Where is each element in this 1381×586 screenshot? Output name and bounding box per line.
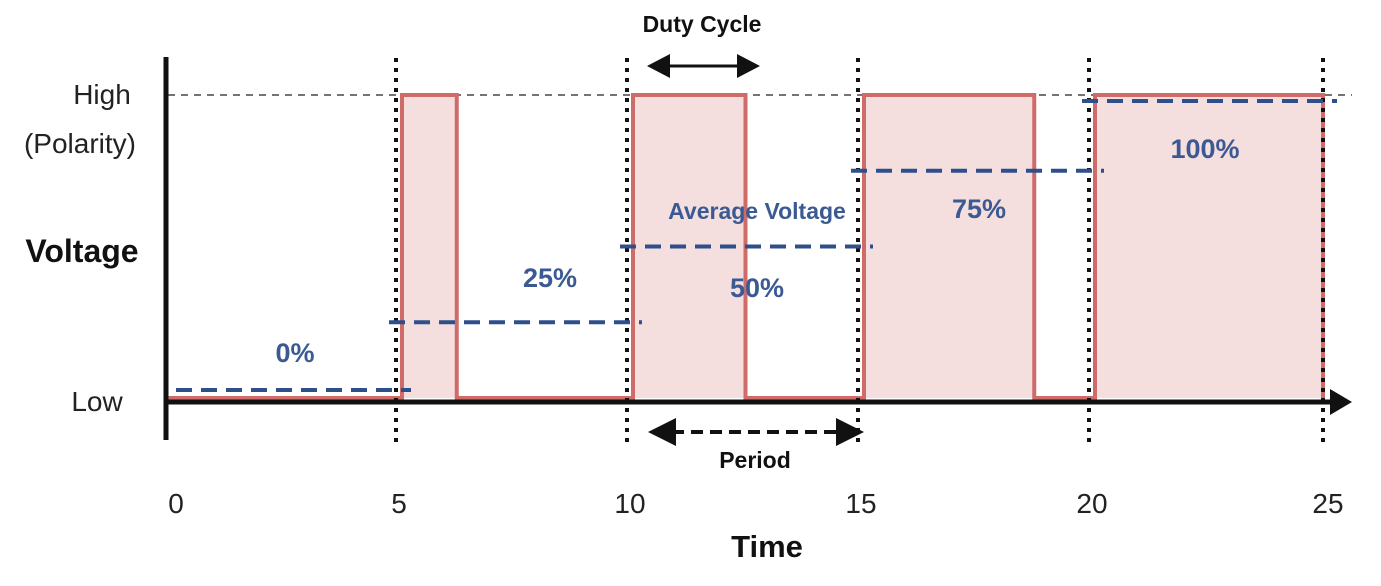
level-low-label: Low [71,386,123,417]
x-tick-label: 20 [1076,488,1107,519]
duty-percent-label: 25% [523,263,577,293]
y-axis-label: Voltage [25,233,138,269]
period-arrow-right-icon [836,418,864,446]
duty-percent-label: 75% [952,194,1006,224]
duty-cycle-arrow-right-icon [737,54,760,78]
duty-percent-labels: 0% 25% 50% 75% 100% [275,134,1239,368]
x-tick-label: 5 [391,488,407,519]
x-tick-label: 25 [1312,488,1343,519]
period-label: Period [719,447,791,473]
pulse-high-region [1095,95,1323,398]
pwm-waveform [168,93,1325,400]
pulse-high-region [402,95,457,398]
pulse-high-region [864,95,1035,398]
period-boundaries [394,58,1325,445]
duty-percent-label: 50% [730,273,784,303]
x-axis-arrow-icon [1330,389,1352,415]
level-high-sublabel: (Polarity) [24,128,136,159]
duty-cycle-label: Duty Cycle [643,11,762,37]
duty-percent-label: 0% [275,338,314,368]
duty-cycle-arrow-left-icon [647,54,670,78]
x-tick-label: 0 [168,488,184,519]
x-axis-label: Time [731,529,803,564]
average-voltage-label: Average Voltage [668,198,846,224]
pulse-train [168,93,1325,400]
x-tick-labels: 0 5 10 15 20 25 [168,488,1343,519]
average-voltage-lines [176,99,1337,392]
period-arrow-left-icon [648,418,676,446]
x-tick-label: 10 [614,488,645,519]
duty-percent-label: 100% [1170,134,1239,164]
x-tick-label: 15 [845,488,876,519]
level-high-label: High [73,79,131,110]
